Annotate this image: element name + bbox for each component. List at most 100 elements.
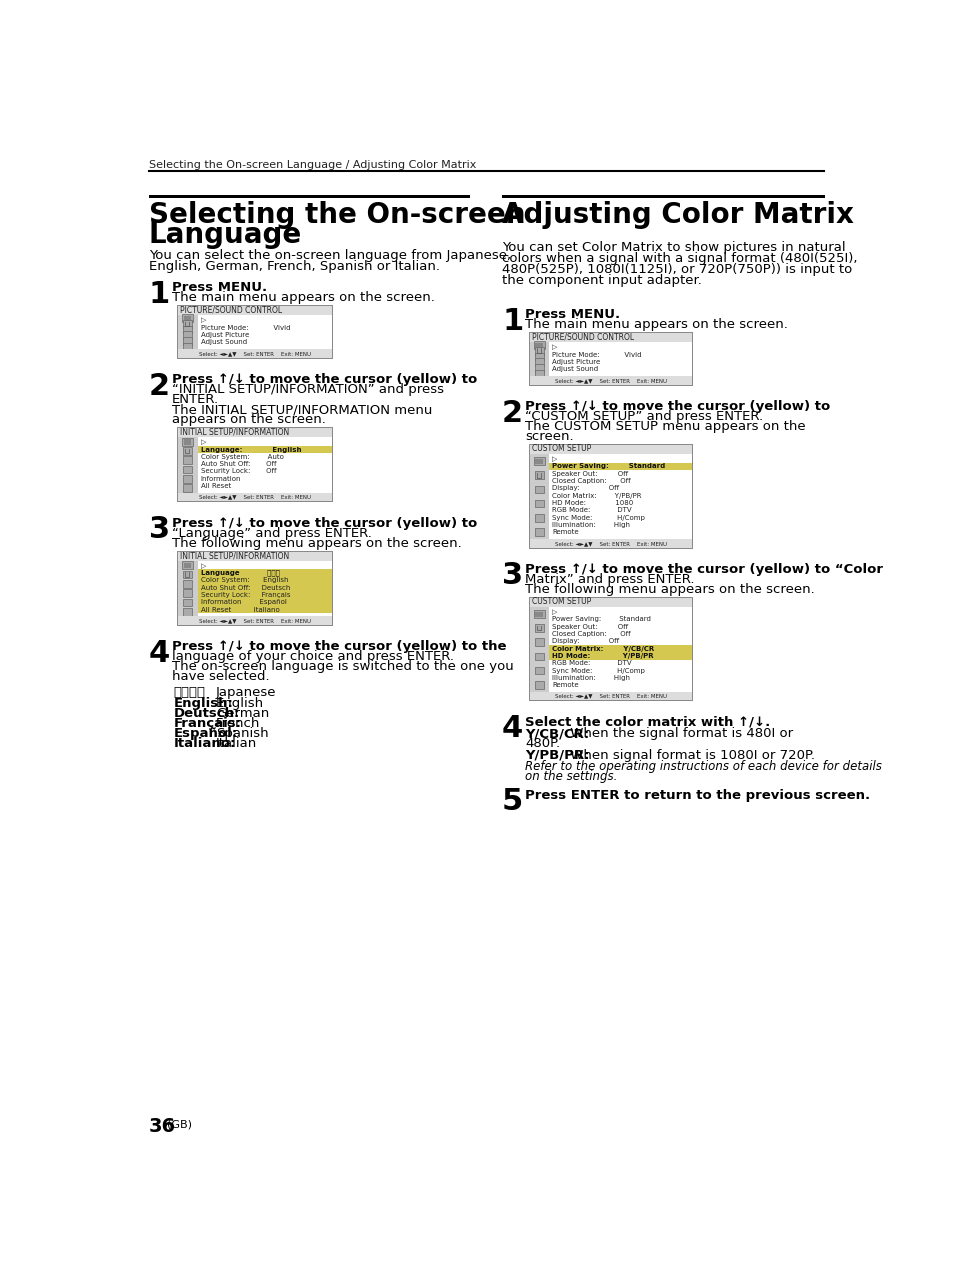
Text: HD Mode:             1080: HD Mode: 1080	[552, 499, 633, 506]
Text: Y/PB/PR:: Y/PB/PR:	[525, 749, 589, 762]
Text: Select the color matrix with ↑/↓.: Select the color matrix with ↑/↓.	[525, 716, 770, 729]
Text: “CUSTOM SETUP” and press ENTER.: “CUSTOM SETUP” and press ENTER.	[525, 410, 762, 423]
Text: Select: ◄►▲▼    Set: ENTER    Exit: MENU: Select: ◄►▲▼ Set: ENTER Exit: MENU	[554, 378, 666, 383]
Bar	[529, 454, 549, 539]
Bar	[183, 484, 192, 492]
Bar	[177, 617, 332, 624]
Text: Information: Information	[200, 475, 241, 482]
Bar	[183, 571, 192, 578]
Text: 日本語：: 日本語：	[173, 687, 205, 699]
Bar	[183, 316, 192, 321]
Text: You can select the on-screen language from Japanese,: You can select the on-screen language fr…	[149, 250, 510, 262]
Bar	[197, 606, 332, 613]
Bar	[177, 437, 197, 493]
Text: 4: 4	[501, 715, 523, 743]
Text: Adjust Picture: Adjust Picture	[200, 333, 249, 338]
Bar	[529, 443, 691, 454]
Bar	[177, 561, 197, 617]
Text: 2: 2	[149, 372, 170, 400]
Bar	[534, 652, 543, 660]
Text: “Language” and press ENTER.: “Language” and press ENTER.	[172, 526, 372, 540]
Text: The main menu appears on the screen.: The main menu appears on the screen.	[525, 318, 787, 331]
Bar	[177, 349, 332, 358]
Bar	[183, 466, 192, 474]
Bar	[197, 583, 332, 591]
Text: 3: 3	[501, 562, 522, 590]
Text: PICTURE/SOUND CONTROL: PICTURE/SOUND CONTROL	[179, 306, 281, 315]
Text: Security Lock:       Off: Security Lock: Off	[200, 469, 275, 474]
Bar	[182, 315, 193, 322]
Text: Remote: Remote	[552, 682, 578, 688]
Text: ▷: ▷	[552, 344, 558, 350]
Bar	[183, 563, 192, 568]
Text: The following menu appears on the screen.: The following menu appears on the screen…	[525, 583, 814, 596]
Text: Español:: Español:	[173, 726, 237, 739]
Bar	[183, 599, 192, 606]
Bar	[549, 462, 691, 470]
Text: ▷: ▷	[552, 609, 558, 615]
Text: The following menu appears on the screen.: The following menu appears on the screen…	[172, 536, 461, 549]
Bar	[177, 550, 332, 624]
Text: Japanese: Japanese	[216, 687, 276, 699]
Text: When signal format is 1080I or 720P.: When signal format is 1080I or 720P.	[565, 749, 814, 762]
Text: Refer to the operating instructions of each device for details: Refer to the operating instructions of e…	[525, 761, 882, 773]
Bar	[549, 645, 691, 652]
Text: Adjust Sound: Adjust Sound	[552, 367, 598, 372]
Bar	[534, 364, 543, 372]
Bar	[197, 577, 332, 583]
Text: CUSTOM SETUP: CUSTOM SETUP	[531, 598, 590, 606]
Bar	[529, 596, 691, 606]
Text: Press ↑/↓ to move the cursor (yellow) to: Press ↑/↓ to move the cursor (yellow) to	[172, 373, 476, 386]
Bar	[535, 343, 542, 348]
Bar	[197, 569, 332, 577]
Text: screen.: screen.	[525, 431, 574, 443]
Text: the component input adapter.: the component input adapter.	[501, 274, 701, 287]
Bar	[177, 427, 332, 437]
Bar	[549, 606, 691, 692]
Bar	[183, 320, 192, 327]
Text: 480P.: 480P.	[525, 738, 559, 750]
Bar	[183, 336, 192, 344]
Text: 2: 2	[501, 399, 522, 428]
Bar	[183, 475, 192, 483]
Text: The CUSTOM SETUP menu appears on the: The CUSTOM SETUP menu appears on the	[525, 420, 805, 433]
Text: 3: 3	[149, 515, 170, 544]
Bar	[534, 666, 543, 674]
Bar	[529, 606, 549, 692]
Bar	[183, 608, 192, 615]
Bar	[529, 443, 691, 548]
Text: Deutsch:: Deutsch:	[173, 707, 239, 720]
Text: (GB): (GB)	[167, 1120, 193, 1129]
Text: When the signal format is 480I or: When the signal format is 480I or	[565, 727, 792, 740]
Bar	[183, 326, 192, 334]
Text: Matrix” and press ENTER.: Matrix” and press ENTER.	[525, 573, 694, 586]
Text: The main menu appears on the screen.: The main menu appears on the screen.	[172, 292, 435, 304]
Bar	[197, 591, 332, 599]
Text: 4: 4	[149, 638, 170, 668]
Text: “INITIAL SETUP/INFORMATION” and press: “INITIAL SETUP/INFORMATION” and press	[172, 383, 443, 396]
Text: Auto Shut Off:       Off: Auto Shut Off: Off	[200, 461, 275, 468]
Text: Speaker Out:         Off: Speaker Out: Off	[552, 471, 628, 476]
Text: ▷: ▷	[200, 563, 206, 568]
Text: Language:            English: Language: English	[200, 446, 301, 452]
Bar	[534, 347, 543, 354]
Bar	[183, 580, 192, 587]
Bar	[529, 596, 691, 701]
Text: Selecting the On-screen Language / Adjusting Color Matrix: Selecting the On-screen Language / Adjus…	[149, 161, 476, 171]
Bar	[177, 306, 332, 358]
Text: Closed Caption:      Off: Closed Caption: Off	[552, 631, 631, 637]
Bar	[534, 457, 544, 465]
Bar	[197, 437, 332, 493]
Text: Adjusting Color Matrix: Adjusting Color Matrix	[501, 201, 853, 229]
Bar	[534, 485, 543, 493]
Text: English, German, French, Spanish or Italian.: English, German, French, Spanish or Ital…	[149, 260, 439, 273]
Text: RGB Mode:            DTV: RGB Mode: DTV	[552, 507, 632, 513]
Bar	[529, 333, 691, 385]
Text: 1: 1	[149, 280, 170, 308]
Bar	[529, 692, 691, 701]
Text: Illumination:        High: Illumination: High	[552, 675, 630, 680]
Text: appears on the screen.: appears on the screen.	[172, 413, 326, 426]
Text: Press MENU.: Press MENU.	[525, 308, 619, 321]
Text: French: French	[216, 716, 260, 730]
Bar	[529, 376, 691, 385]
